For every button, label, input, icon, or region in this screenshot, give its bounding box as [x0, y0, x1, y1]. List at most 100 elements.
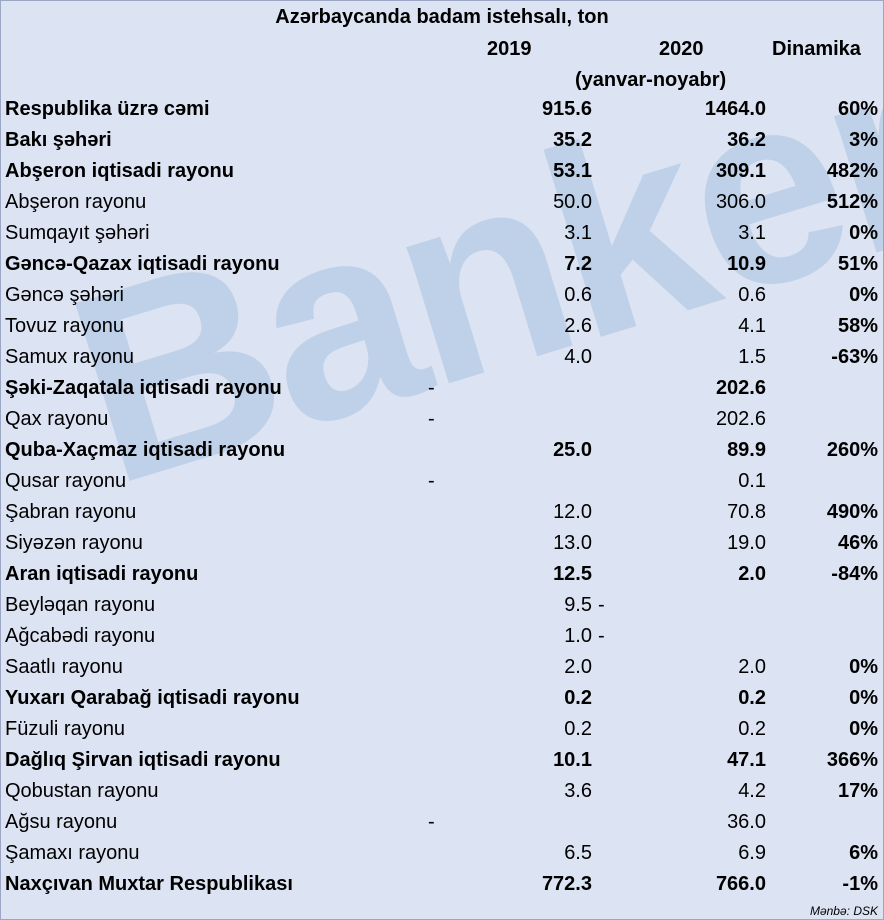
- value-2019: 9.5: [564, 594, 592, 616]
- value-dynamics: 0%: [849, 718, 878, 740]
- table-row: Siyəzən rayonu 13.0 19.0 46%: [0, 532, 884, 563]
- value-2020: 19.0: [727, 532, 766, 554]
- value-2020: 3.1: [738, 222, 766, 244]
- value-2020: 2.0: [738, 563, 766, 585]
- table-row: Saatlı rayonu 2.0 2.0 0%: [0, 656, 884, 687]
- value-2020: 0.1: [738, 470, 766, 492]
- table-row: Dağlıq Şirvan iqtisadi rayonu 10.1 47.1 366…: [0, 749, 884, 780]
- row-label: Sumqayıt şəhəri: [5, 222, 150, 244]
- value-2019: 0.2: [564, 718, 592, 740]
- value-dynamics: 512%: [826, 191, 878, 213]
- value-dynamics: 260%: [826, 439, 878, 461]
- row-label: Naxçıvan Muxtar Respublikası: [5, 873, 293, 895]
- value-dynamics: 0%: [849, 222, 878, 244]
- table-row: Qax rayonu - 202.6: [0, 408, 884, 439]
- value-2020: 2.0: [738, 656, 766, 678]
- row-label: Ağsu rayonu: [5, 811, 118, 833]
- value-2019: 25.0: [553, 439, 592, 461]
- row-label: Quba-Xaçmaz iqtisadi rayonu: [5, 439, 286, 461]
- value-2020: 10.9: [727, 253, 766, 275]
- value-2020: 6.9: [738, 842, 766, 864]
- row-label: Beyləqan rayonu: [5, 594, 156, 616]
- value-dynamics: 17%: [837, 780, 878, 802]
- value-2020: 202.6: [715, 408, 766, 430]
- value-2019: 50.0: [553, 191, 592, 213]
- table-title: Azərbaycanda badam istehsalı, ton: [275, 6, 609, 28]
- value-dynamics: 366%: [826, 749, 878, 771]
- value-2019-dash: -: [428, 811, 435, 833]
- value-dynamics: 6%: [849, 842, 878, 864]
- table-row: Quba-Xaçmaz iqtisadi rayonu 25.0 89.9 260%: [0, 439, 884, 470]
- header-2020: 2020: [659, 38, 704, 60]
- value-2020: 4.2: [738, 780, 766, 802]
- value-2020: 36.0: [727, 811, 766, 833]
- row-label: Ağcabədi rayonu: [5, 625, 156, 647]
- header-2019: 2019: [487, 38, 532, 60]
- value-2020: 0.2: [738, 687, 766, 709]
- value-2020: 0.6: [738, 284, 766, 306]
- value-2019: 7.2: [564, 253, 592, 275]
- value-2020: 47.1: [727, 749, 766, 771]
- value-dynamics: 482%: [826, 160, 878, 182]
- row-label: Qusar rayonu: [5, 470, 127, 492]
- value-dynamics: 0%: [849, 284, 878, 306]
- value-2020: 36.2: [727, 129, 766, 151]
- table-row: Qusar rayonu - 0.1: [0, 470, 884, 501]
- row-label: Saatlı rayonu: [5, 656, 123, 678]
- table-row: Gəncə şəhəri 0.6 0.6 0%: [0, 284, 884, 315]
- table-row: Şəki-Zaqatala iqtisadi rayonu - 202.6: [0, 377, 884, 408]
- value-2020-dash: -: [598, 594, 605, 616]
- row-label: Yuxarı Qarabağ iqtisadi rayonu: [5, 687, 300, 709]
- value-2020: 4.1: [738, 315, 766, 337]
- value-2019: 2.0: [564, 656, 592, 678]
- value-2019: 1.0: [564, 625, 592, 647]
- value-2019-dash: -: [428, 408, 435, 430]
- value-2019: 10.1: [553, 749, 592, 771]
- table-row: Yuxarı Qarabağ iqtisadi rayonu 0.2 0.2 0%: [0, 687, 884, 718]
- row-label: Samux rayonu: [5, 346, 134, 368]
- row-label: Bakı şəhəri: [5, 129, 112, 151]
- table-row: Bakı şəhəri 35.2 36.2 3%: [0, 129, 884, 160]
- value-2020: 766.0: [715, 873, 766, 895]
- table-row: Respublika üzrə cəmi 915.6 1464.0 60%: [0, 98, 884, 129]
- value-2020: 309.1: [715, 160, 766, 182]
- value-dynamics: 58%: [837, 315, 878, 337]
- value-2019: 35.2: [553, 129, 592, 151]
- table-row: Şabran rayonu 12.0 70.8 490%: [0, 501, 884, 532]
- row-label: Gəncə-Qazax iqtisadi rayonu: [5, 253, 280, 275]
- value-dynamics: -63%: [831, 346, 878, 368]
- table-row: Samux rayonu 4.0 1.5 -63%: [0, 346, 884, 377]
- value-2019: 0.6: [564, 284, 592, 306]
- row-label: Abşeron rayonu: [5, 191, 147, 213]
- row-label: Füzuli rayonu: [5, 718, 126, 740]
- row-label: Qobustan rayonu: [5, 780, 159, 802]
- value-dynamics: 60%: [837, 98, 878, 120]
- row-label: Gəncə şəhəri: [5, 284, 124, 306]
- row-label: Şəki-Zaqatala iqtisadi rayonu: [5, 377, 282, 399]
- value-2020-dash: -: [598, 625, 605, 647]
- table-row: Beyləqan rayonu 9.5-: [0, 594, 884, 625]
- table-row: Sumqayıt şəhəri 3.1 3.1 0%: [0, 222, 884, 253]
- value-2019-dash: -: [428, 470, 435, 492]
- header-2020-period: (yanvar-noyabr): [575, 69, 727, 91]
- value-2019: 3.1: [564, 222, 592, 244]
- value-dynamics: 490%: [826, 501, 878, 523]
- table-row: Şamaxı rayonu 6.5 6.9 6%: [0, 842, 884, 873]
- value-2019: 2.6: [564, 315, 592, 337]
- value-2020: 70.8: [727, 501, 766, 523]
- value-2019-dash: -: [428, 377, 435, 399]
- row-label: Şabran rayonu: [5, 501, 137, 523]
- value-2020: 1464.0: [704, 98, 766, 120]
- table-row: Naxçıvan Muxtar Respublikası 772.3 766.0 -1…: [0, 873, 884, 904]
- value-2019: 12.5: [553, 563, 592, 585]
- value-2020: 1.5: [738, 346, 766, 368]
- value-dynamics: -1%: [842, 873, 878, 895]
- table-row: Füzuli rayonu 0.2 0.2 0%: [0, 718, 884, 749]
- row-label: Şamaxı rayonu: [5, 842, 140, 864]
- row-label: Dağlıq Şirvan iqtisadi rayonu: [5, 749, 281, 771]
- header-dynamics: Dinamika: [772, 38, 861, 60]
- row-label: Aran iqtisadi rayonu: [5, 563, 199, 585]
- value-2019: 6.5: [564, 842, 592, 864]
- value-2019: 12.0: [553, 501, 592, 523]
- table-row: Abşeron iqtisadi rayonu 53.1 309.1 482%: [0, 160, 884, 191]
